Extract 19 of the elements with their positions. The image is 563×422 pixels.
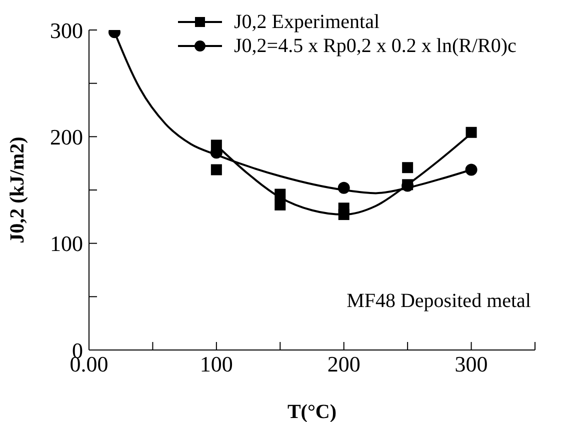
- x-tick-label: 200: [327, 352, 360, 377]
- y-tick-label: 200: [50, 124, 83, 150]
- annotation: MF48 Deposited metal: [346, 290, 531, 313]
- point: [274, 199, 286, 210]
- legend-label: J0,2 Experimental: [234, 10, 380, 34]
- point: [338, 209, 350, 220]
- y-axis-title: J0,2 (kJ/m2): [6, 136, 30, 244]
- point: [402, 162, 414, 174]
- y-tick-label: 300: [50, 18, 83, 43]
- point: [466, 126, 477, 138]
- x-tick-label: 300: [454, 352, 488, 377]
- point: [210, 164, 222, 176]
- point: [274, 188, 286, 200]
- point: [465, 164, 478, 176]
- point: [338, 182, 350, 194]
- x-axis-title: T(°C): [287, 401, 337, 422]
- y-tick-label: 100: [50, 231, 83, 256]
- x-tick-label: 100: [200, 352, 233, 377]
- legend-label: J0,2=4.5 x Rp0,2 x 0.2 x ln(R/R0)c: [234, 34, 516, 58]
